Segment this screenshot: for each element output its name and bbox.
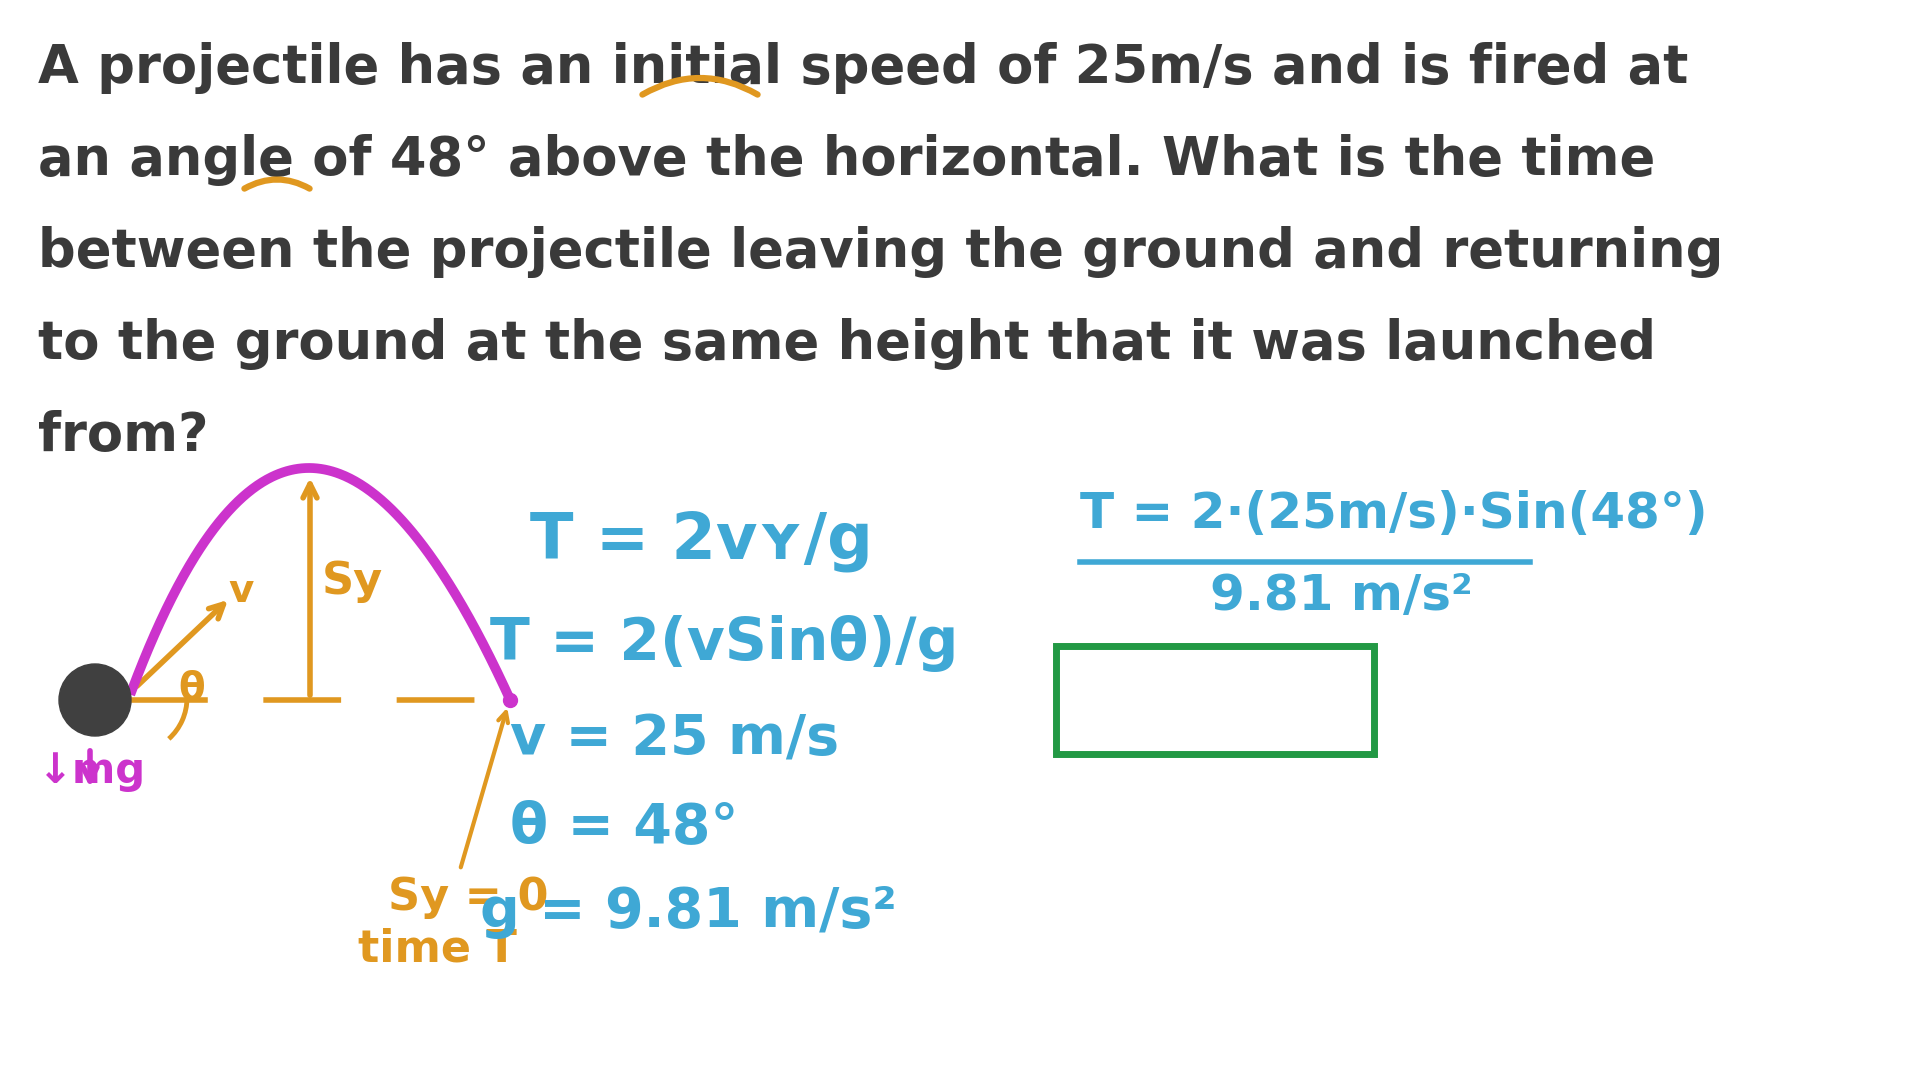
Circle shape [60, 664, 131, 735]
Text: A projectile has an initial speed of 25m/s and is fired at: A projectile has an initial speed of 25m… [38, 42, 1688, 94]
Text: time T: time T [357, 928, 516, 971]
Text: T = 2(vSinθ)/g: T = 2(vSinθ)/g [490, 615, 958, 672]
Text: to the ground at the same height that it was launched: to the ground at the same height that it… [38, 318, 1655, 370]
Text: ↓mg: ↓mg [38, 750, 146, 792]
Text: from?: from? [38, 410, 209, 462]
Text: 9.81 m/s²: 9.81 m/s² [1210, 572, 1473, 620]
Text: v = 25 m/s: v = 25 m/s [511, 712, 839, 766]
FancyBboxPatch shape [1056, 646, 1375, 754]
Text: θ = 48°: θ = 48° [511, 800, 739, 854]
Text: T = 2·(25m/s)·Sin(48°): T = 2·(25m/s)·Sin(48°) [1079, 490, 1707, 538]
Text: v: v [228, 572, 253, 610]
Text: T = 3.8 s: T = 3.8 s [1079, 664, 1352, 718]
Text: T = 2vʏ/g: T = 2vʏ/g [530, 510, 874, 572]
Text: an angle of 48° above the horizontal. What is the time: an angle of 48° above the horizontal. Wh… [38, 134, 1655, 186]
Text: between the projectile leaving the ground and returning: between the projectile leaving the groun… [38, 226, 1724, 278]
Text: Sy = 0: Sy = 0 [388, 876, 549, 919]
Text: Sy: Sy [323, 561, 384, 603]
Text: g = 9.81 m/s²: g = 9.81 m/s² [480, 885, 897, 939]
Text: θ: θ [179, 670, 205, 708]
